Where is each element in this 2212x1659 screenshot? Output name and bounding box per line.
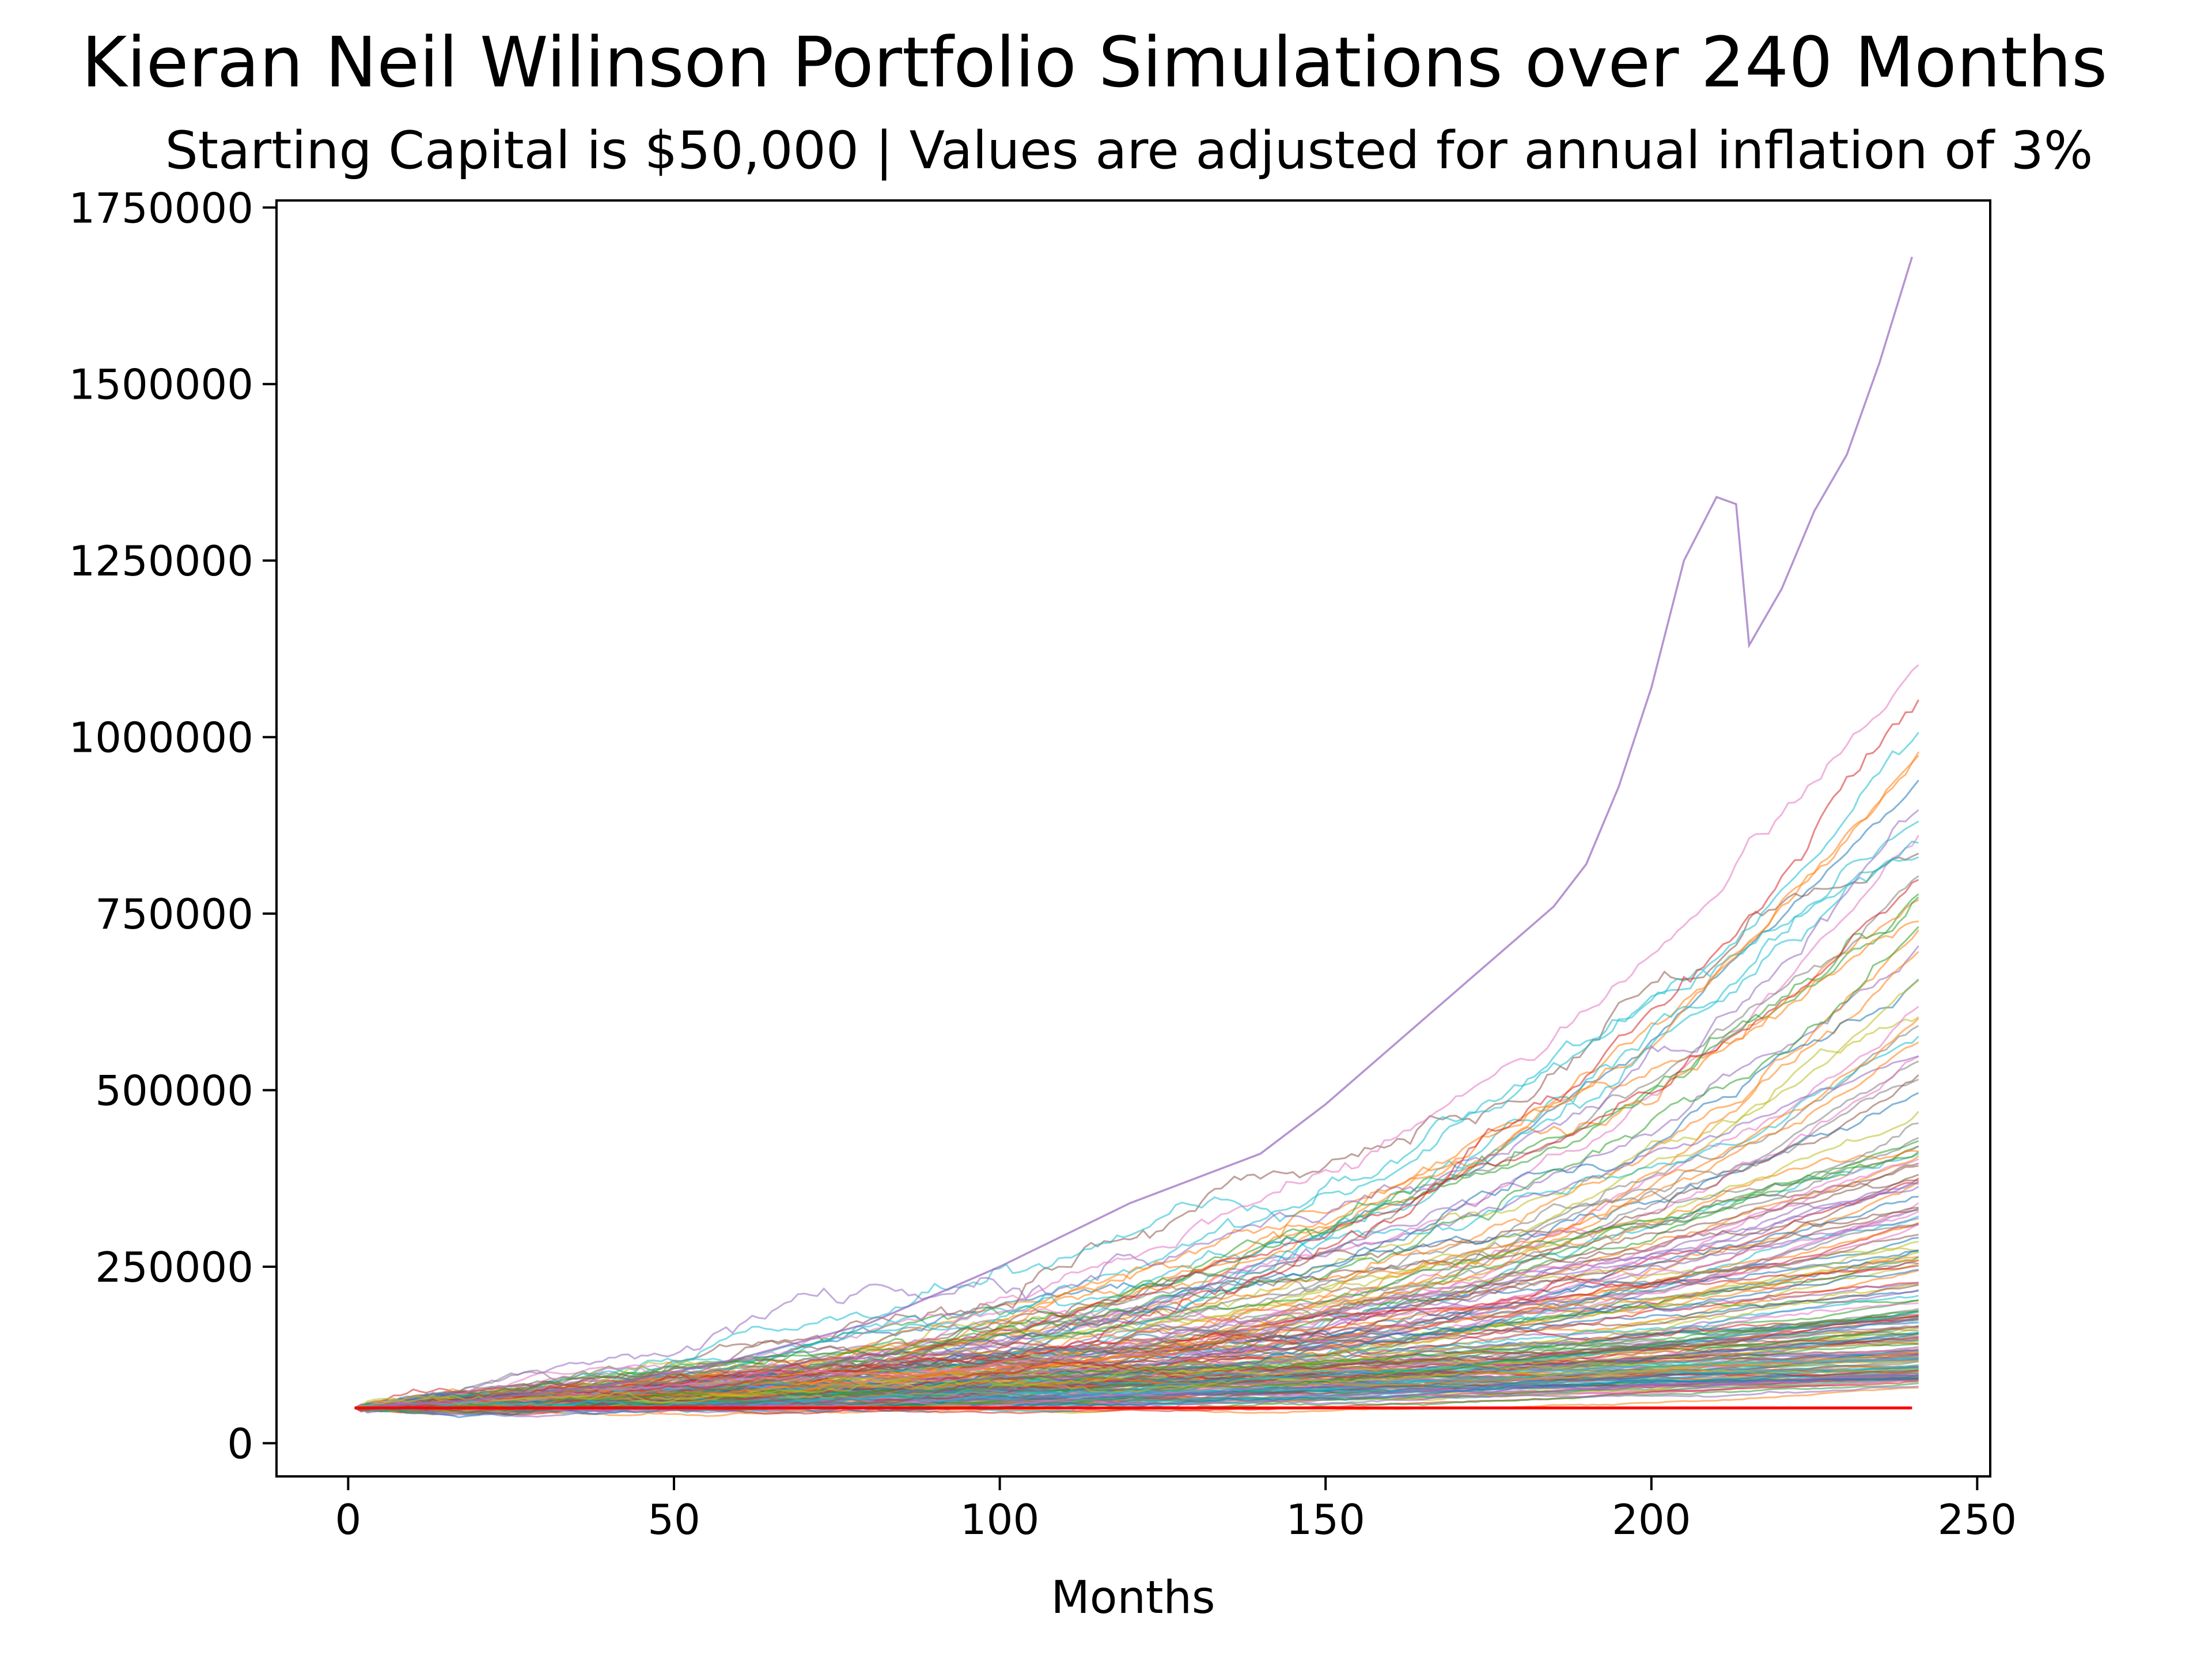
x-axis-label: Months bbox=[1051, 1572, 1215, 1624]
simulation-line bbox=[354, 856, 1919, 1409]
simulation-line bbox=[354, 664, 1919, 1409]
simulation-line bbox=[354, 1122, 1919, 1411]
simulation-line bbox=[354, 1310, 1919, 1413]
simulation-line bbox=[354, 1036, 1919, 1409]
y-tick-label: 250000 bbox=[95, 1243, 253, 1291]
y-tick-label: 1500000 bbox=[69, 361, 253, 409]
y-tick-label: 1000000 bbox=[69, 714, 253, 762]
simulation-line bbox=[354, 1140, 1919, 1409]
axes-frame bbox=[275, 199, 1991, 1478]
simulation-line bbox=[354, 926, 1919, 1410]
simulation-line bbox=[354, 1310, 1919, 1409]
y-tick-label: 750000 bbox=[95, 890, 253, 938]
x-tick-label: 50 bbox=[647, 1495, 700, 1544]
chart-subtitle: Starting Capital is $50,000 | Values are… bbox=[165, 120, 2093, 181]
simulation-line bbox=[354, 1375, 1919, 1418]
simulation-line bbox=[354, 1357, 1919, 1411]
simulation-line bbox=[354, 893, 1919, 1409]
x-tick-label: 150 bbox=[1286, 1495, 1365, 1544]
y-axis: 0 250000 500000 750000 1000000 1250000 1500000… bbox=[69, 184, 276, 1468]
x-tick-label: 200 bbox=[1612, 1495, 1691, 1544]
simulation-line bbox=[354, 1223, 1919, 1410]
chart-title: Kieran Neil Wilinson Portfolio Simulatio… bbox=[82, 23, 2108, 103]
simulation-line bbox=[354, 1209, 1919, 1410]
x-tick-label: 0 bbox=[335, 1495, 362, 1544]
simulation-line bbox=[354, 1264, 1919, 1409]
plot-area bbox=[354, 256, 1919, 1418]
simulation-line bbox=[354, 809, 1919, 1409]
y-tick-label: 500000 bbox=[95, 1066, 253, 1115]
x-axis: 0 50 100 150 200 250 bbox=[335, 1476, 2017, 1544]
y-tick-label: 1250000 bbox=[69, 537, 253, 585]
top-simulation-line bbox=[354, 256, 1913, 1409]
y-tick-label: 0 bbox=[227, 1419, 253, 1468]
y-tick-label: 1750000 bbox=[69, 184, 253, 232]
simulation-line bbox=[354, 1360, 1919, 1409]
x-tick-label: 100 bbox=[960, 1495, 1039, 1544]
x-tick-label: 250 bbox=[1938, 1495, 2017, 1544]
simulation-line bbox=[354, 1017, 1919, 1409]
